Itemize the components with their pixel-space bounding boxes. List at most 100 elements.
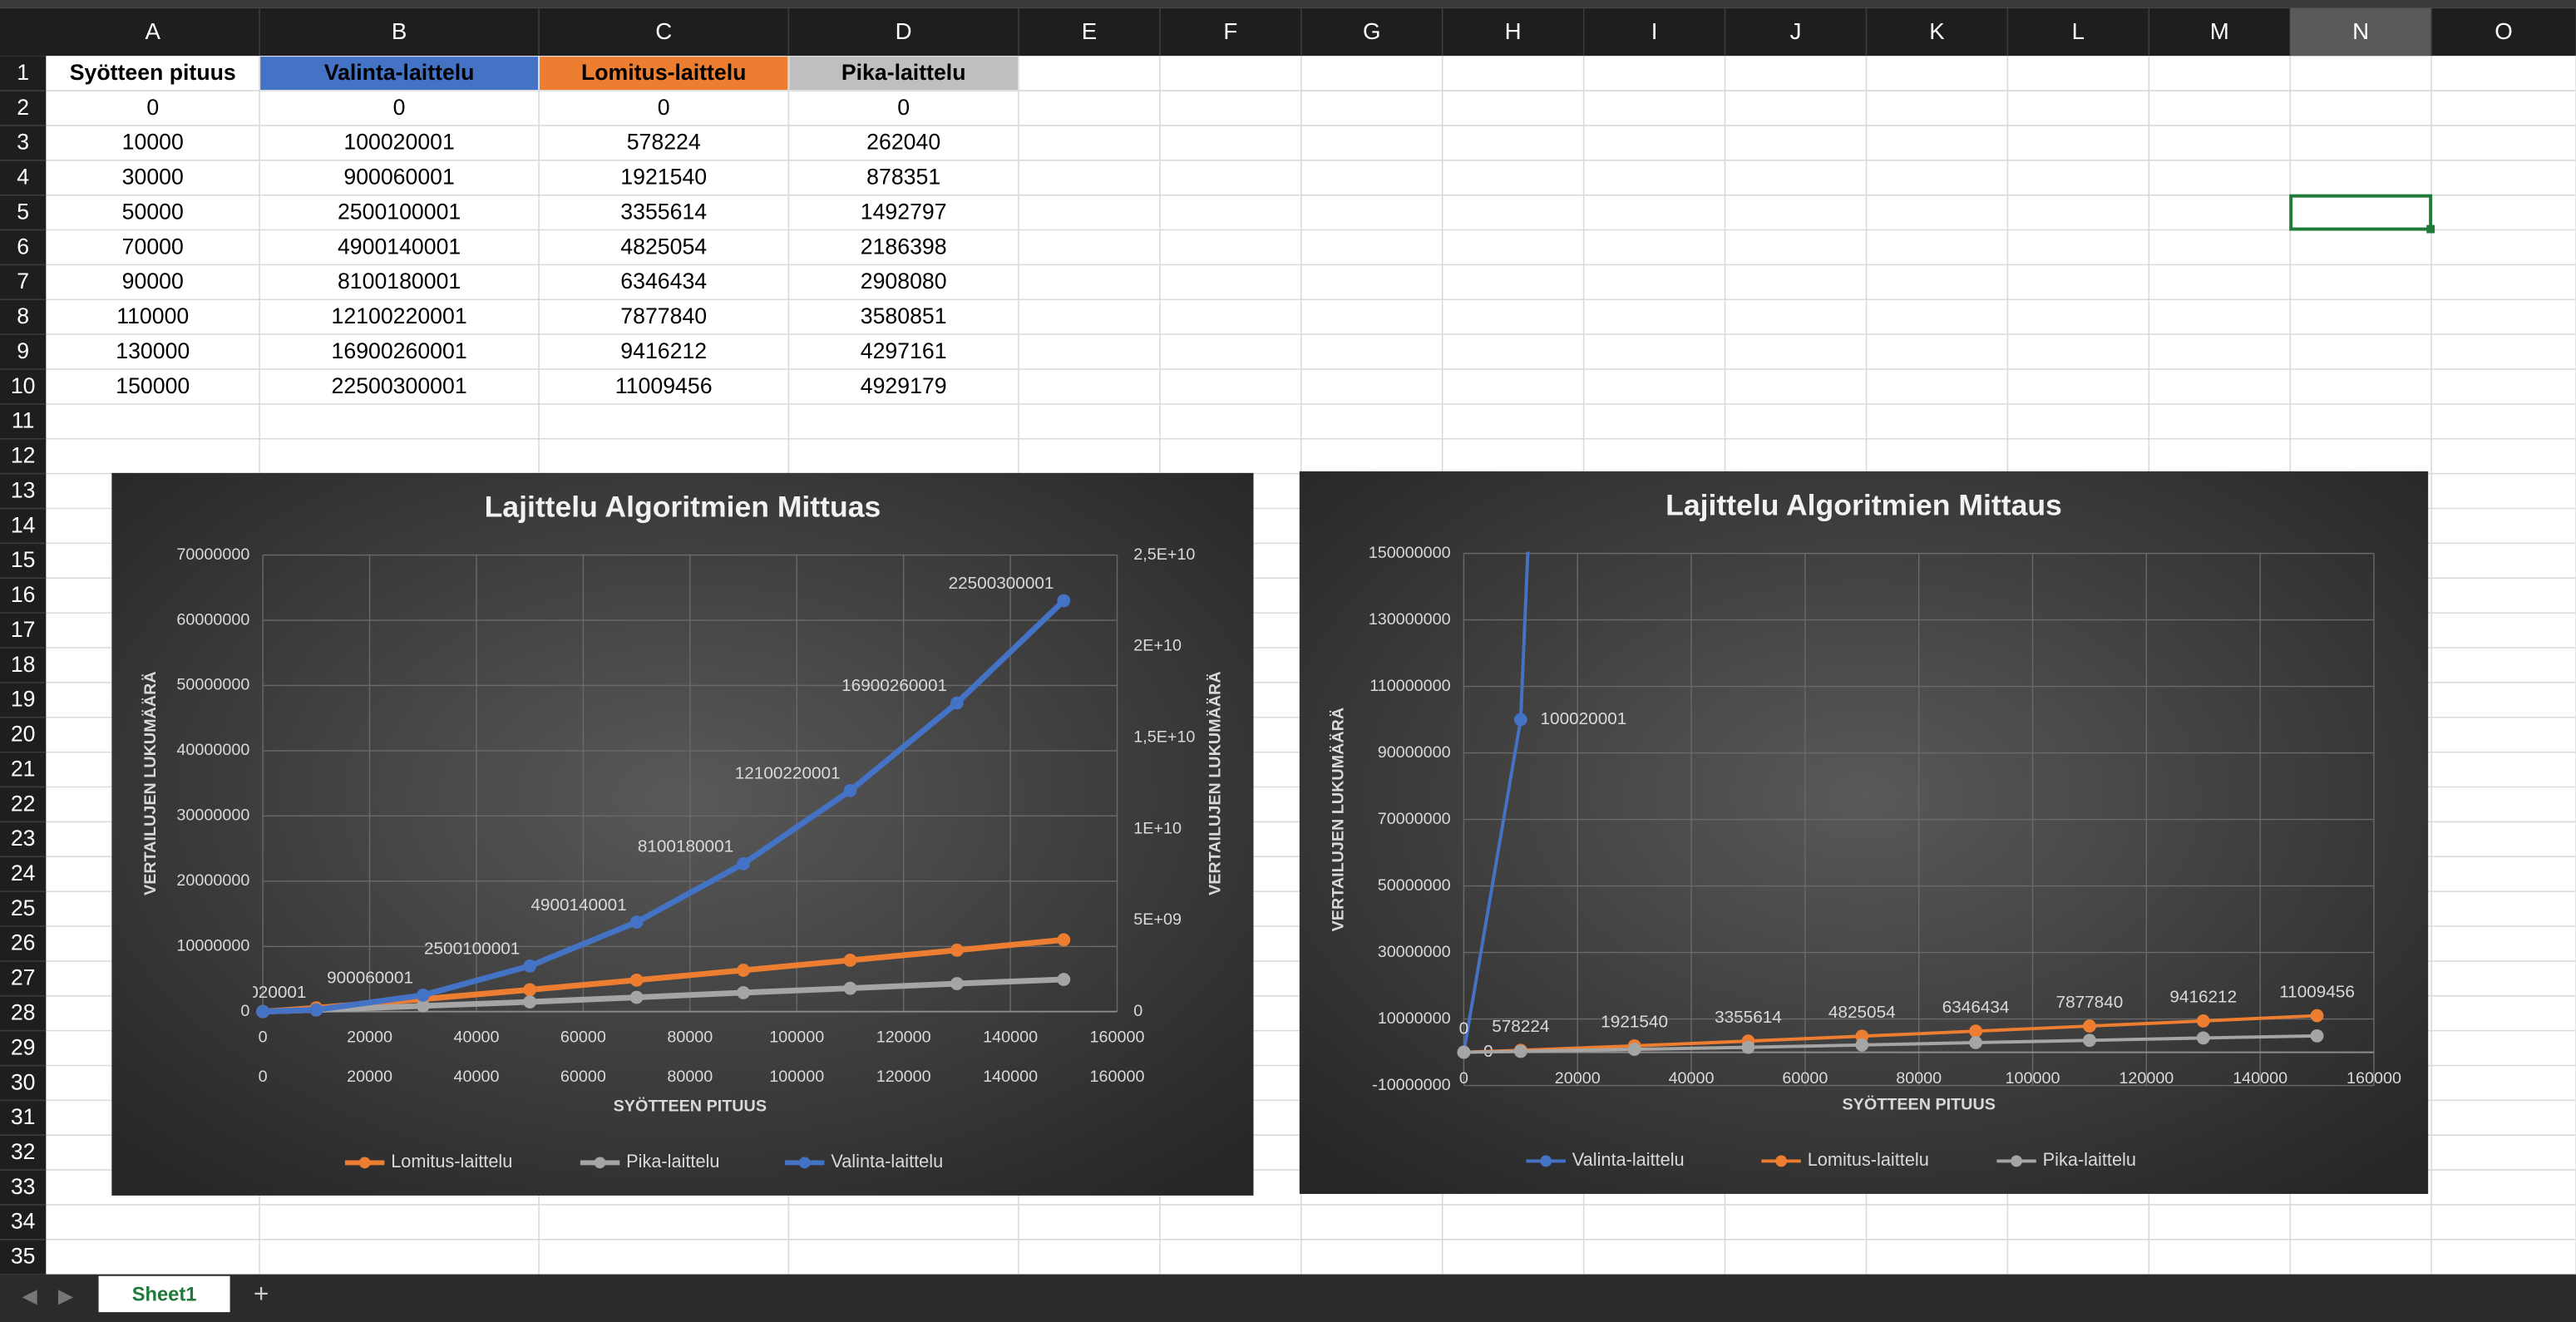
- data-point[interactable]: [1741, 1040, 1755, 1054]
- data-point[interactable]: [523, 983, 537, 997]
- cell[interactable]: 100020001: [343, 130, 454, 155]
- cell[interactable]: 7877840: [620, 303, 707, 328]
- column-header[interactable]: J: [1790, 18, 1802, 44]
- cell[interactable]: 6346434: [620, 269, 707, 294]
- data-point[interactable]: [1969, 1024, 1983, 1038]
- legend-label[interactable]: Lomitus-laittelu: [1808, 1149, 1929, 1170]
- cell[interactable]: 16900260001: [332, 338, 467, 363]
- column-header[interactable]: N: [2352, 18, 2369, 44]
- data-point[interactable]: [1513, 713, 1527, 727]
- scroll-right[interactable]: ▶: [58, 1286, 74, 1308]
- data-point[interactable]: [950, 977, 964, 990]
- cell[interactable]: 900060001: [343, 165, 454, 190]
- cell[interactable]: 2908080: [861, 269, 947, 294]
- cell[interactable]: 3355614: [620, 199, 707, 224]
- data-point[interactable]: [737, 964, 750, 977]
- data-point[interactable]: [737, 856, 750, 871]
- cell[interactable]: 2500100001: [338, 199, 461, 224]
- cell[interactable]: 1921540: [620, 165, 707, 190]
- cell[interactable]: 4297161: [861, 338, 947, 363]
- column-header[interactable]: O: [2495, 18, 2513, 44]
- data-point[interactable]: [1057, 933, 1071, 947]
- data-point[interactable]: [309, 1003, 323, 1017]
- column-header[interactable]: G: [1363, 18, 1381, 44]
- data-point[interactable]: [1057, 973, 1071, 986]
- cell[interactable]: 1492797: [861, 199, 947, 224]
- cell[interactable]: 0: [146, 95, 159, 120]
- data-point[interactable]: [1855, 1038, 1869, 1052]
- data-point[interactable]: [843, 784, 857, 797]
- column-header[interactable]: C: [655, 18, 672, 44]
- column-header[interactable]: H: [1505, 18, 1522, 44]
- legend-label[interactable]: Lomitus-laittelu: [391, 1151, 512, 1172]
- cell[interactable]: 0: [897, 95, 910, 120]
- selected-cell[interactable]: [2289, 194, 2433, 231]
- column-header[interactable]: F: [1223, 18, 1237, 44]
- cell[interactable]: 130000: [116, 338, 190, 363]
- cell[interactable]: 50000: [122, 199, 184, 224]
- column-header[interactable]: B: [392, 18, 407, 44]
- cell[interactable]: 110000: [116, 303, 189, 328]
- cell[interactable]: 30000: [122, 165, 184, 190]
- legend-label[interactable]: Pika-laittelu: [2043, 1149, 2136, 1170]
- data-point[interactable]: [256, 1004, 270, 1019]
- scroll-left[interactable]: ◀: [22, 1286, 37, 1308]
- column-header[interactable]: I: [1651, 18, 1658, 44]
- column-header[interactable]: D: [896, 18, 912, 44]
- cell[interactable]: 0: [658, 95, 670, 120]
- data-point[interactable]: [2310, 1028, 2324, 1043]
- cell[interactable]: 878351: [866, 165, 940, 190]
- cell[interactable]: 22500300001: [332, 373, 467, 398]
- data-point[interactable]: [1627, 1043, 1641, 1056]
- data-point[interactable]: [523, 995, 537, 1009]
- cell[interactable]: 3580851: [861, 303, 947, 328]
- data-point[interactable]: [416, 999, 430, 1013]
- chart[interactable]: Lajittelu Algoritmien Mittuas01000000020…: [111, 472, 1254, 1196]
- data-point[interactable]: [950, 943, 964, 957]
- add-sheet[interactable]: +: [254, 1279, 269, 1309]
- cell[interactable]: 4900140001: [338, 234, 461, 259]
- sheet-tab-label[interactable]: Sheet1: [132, 1285, 197, 1306]
- data-point[interactable]: [1969, 1036, 1983, 1049]
- cell[interactable]: 8100180001: [338, 269, 461, 294]
- cell[interactable]: 4929179: [861, 373, 947, 398]
- cell[interactable]: 10000: [122, 130, 184, 155]
- column-header[interactable]: E: [1082, 18, 1097, 44]
- cell[interactable]: 578224: [627, 130, 701, 155]
- data-point[interactable]: [1513, 1044, 1527, 1058]
- data-point[interactable]: [1057, 594, 1071, 608]
- legend-label[interactable]: Valinta-laittelu: [831, 1151, 943, 1172]
- data-point[interactable]: [416, 989, 430, 1002]
- data-point[interactable]: [629, 990, 644, 1004]
- legend-label[interactable]: Valinta-laittelu: [1572, 1149, 1685, 1170]
- legend-label[interactable]: Pika-laittelu: [626, 1151, 719, 1172]
- data-point[interactable]: [629, 915, 644, 929]
- column-header[interactable]: M: [2210, 18, 2229, 44]
- header-cell[interactable]: Syötteen pituus: [70, 60, 236, 85]
- header-cell[interactable]: Pika-laittelu: [841, 60, 966, 85]
- cell[interactable]: 90000: [122, 269, 184, 294]
- data-point[interactable]: [2083, 1019, 2096, 1033]
- cell[interactable]: 262040: [866, 130, 940, 155]
- data-point[interactable]: [1457, 1045, 1471, 1059]
- data-point[interactable]: [843, 981, 857, 995]
- cell[interactable]: 12100220001: [332, 303, 467, 328]
- cell[interactable]: 4825054: [620, 234, 707, 259]
- header-cell[interactable]: Valinta-laittelu: [324, 60, 475, 85]
- data-point[interactable]: [2310, 1009, 2324, 1023]
- column-header[interactable]: L: [2072, 18, 2085, 44]
- chart[interactable]: Lajittelu Algoritmien Mittaus -10000000 10…: [1299, 0, 2442, 1194]
- cell[interactable]: 11009456: [615, 373, 713, 398]
- sheet-tab[interactable]: [98, 1275, 230, 1313]
- data-point[interactable]: [2196, 1014, 2210, 1028]
- data-point[interactable]: [2083, 1033, 2096, 1048]
- data-point[interactable]: [737, 985, 750, 999]
- data-point[interactable]: [523, 959, 537, 973]
- header-cell[interactable]: Lomitus-laittelu: [581, 60, 746, 85]
- data-point[interactable]: [2196, 1031, 2210, 1045]
- column-header[interactable]: A: [146, 18, 161, 44]
- cell[interactable]: 0: [393, 95, 406, 120]
- data-point[interactable]: [843, 953, 857, 967]
- cell[interactable]: 2186398: [861, 234, 947, 259]
- cell[interactable]: 70000: [122, 234, 184, 259]
